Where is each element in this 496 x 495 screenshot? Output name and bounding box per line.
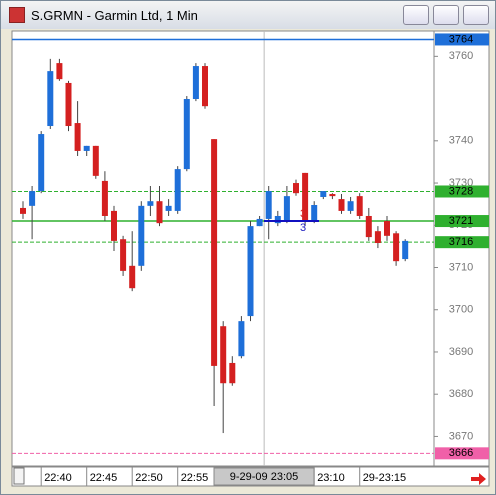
price-level-label: 3764 <box>449 33 473 45</box>
candle-body <box>174 169 181 211</box>
candle-body <box>374 231 381 244</box>
candle-body <box>238 321 245 357</box>
price-axis <box>433 30 490 467</box>
candle-body <box>74 123 81 151</box>
candle-body <box>302 172 309 222</box>
close-button[interactable] <box>463 5 489 25</box>
annotation: 3 <box>300 208 306 220</box>
candle-body <box>129 265 136 289</box>
scroll-box[interactable] <box>13 467 25 485</box>
price-level-box <box>435 215 489 228</box>
candle-body <box>147 201 154 206</box>
candle-body <box>56 63 63 80</box>
price-level-label: 3716 <box>449 236 473 248</box>
window-title: S.GRMN - Garmin Ltd, 1 Min <box>31 7 198 23</box>
candle-body <box>256 218 263 227</box>
x-tick-label: 22:50 <box>135 472 163 484</box>
candle-body <box>229 362 236 384</box>
candle-body <box>220 326 227 384</box>
app-icon <box>9 7 25 23</box>
candle-body <box>393 233 400 262</box>
y-tick-label: 3740 <box>449 135 473 147</box>
price-level-label: 3721 <box>449 215 473 227</box>
candle-body <box>138 205 145 266</box>
candle-body <box>311 205 318 222</box>
candle-body <box>29 191 36 206</box>
candle-body <box>329 194 336 197</box>
x-tick-label: 22:45 <box>90 472 118 484</box>
candle-body <box>265 191 272 219</box>
candle-body <box>38 134 45 192</box>
y-tick-label: 3710 <box>449 261 473 273</box>
candle-body <box>384 221 390 236</box>
y-tick-label: 3680 <box>449 388 473 400</box>
candle-body <box>356 196 363 216</box>
candle-body <box>20 207 26 214</box>
candle-body <box>338 199 345 211</box>
candle-body <box>274 215 281 224</box>
price-level-label: 3728 <box>449 185 473 197</box>
candle-body <box>247 226 254 317</box>
candle-body <box>402 240 409 260</box>
cursor-label: 9-29-09 23:05 <box>230 471 299 483</box>
candle-body <box>65 82 72 127</box>
candle-body <box>183 98 190 170</box>
price-level-box <box>435 236 489 249</box>
price-level-box <box>435 33 489 46</box>
x-tick-label: 22:55 <box>181 472 209 484</box>
candle-body <box>111 210 117 241</box>
y-tick-label: 3760 <box>449 50 473 62</box>
candle-body <box>202 66 208 107</box>
candle-body <box>211 139 218 366</box>
x-tick-label: 23:10 <box>317 472 345 484</box>
scroll-arrow[interactable] <box>471 473 486 485</box>
price-level-label: 3666 <box>449 447 473 459</box>
candle-body <box>365 215 372 238</box>
candle-body <box>192 66 199 99</box>
minimize-button[interactable] <box>403 5 429 25</box>
candle-body <box>92 145 99 176</box>
candle-body <box>293 183 299 194</box>
y-tick-label: 3670 <box>449 430 473 442</box>
price-level-box <box>435 447 489 460</box>
maximize-button[interactable] <box>433 5 459 25</box>
candle-body <box>120 239 127 271</box>
candle-body <box>283 196 290 222</box>
y-tick-label: 3690 <box>449 346 473 358</box>
x-tick-label: 29-23:15 <box>363 472 406 484</box>
candle-body <box>83 145 90 151</box>
candle-body <box>347 201 354 211</box>
annotation: 3 <box>300 222 306 234</box>
candle-body <box>47 71 54 127</box>
candle-body <box>320 191 327 197</box>
y-tick-label: 3700 <box>449 304 473 316</box>
candle-body <box>101 180 108 216</box>
candle-body <box>165 205 172 211</box>
candle-body <box>156 201 163 224</box>
x-tick-label: 22:40 <box>44 472 72 484</box>
price-level-box <box>435 185 489 198</box>
title-bar: S.GRMN - Garmin Ltd, 1 Min <box>1 1 495 29</box>
